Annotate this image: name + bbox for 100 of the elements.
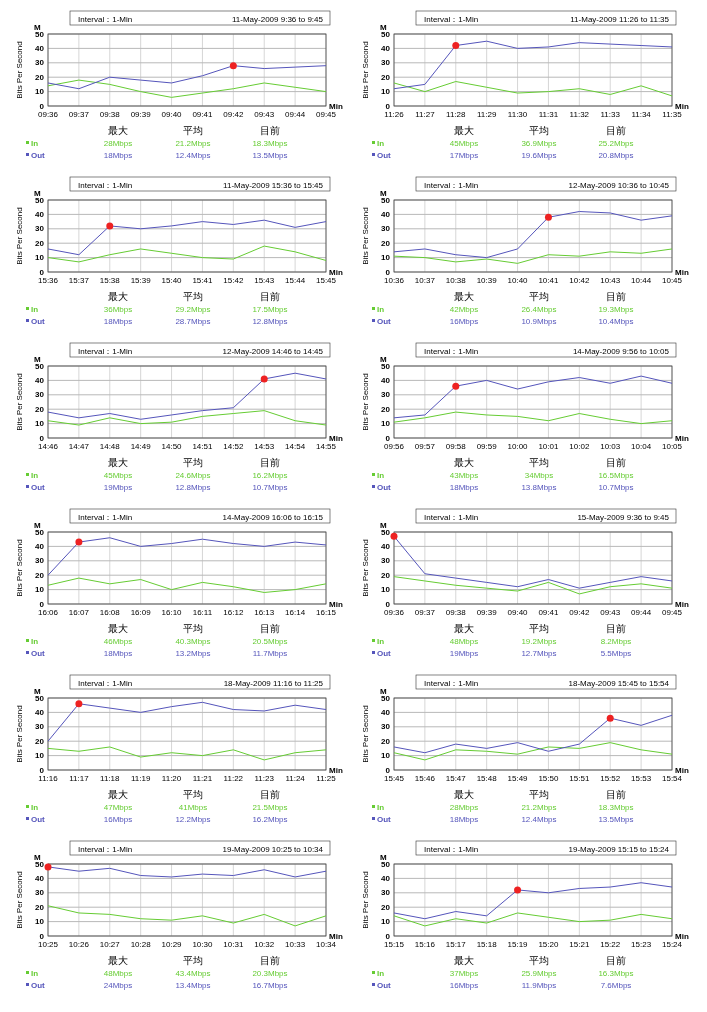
x-tick-label: 10:03	[600, 442, 621, 451]
y-tick-label: 20	[381, 238, 391, 248]
x-tick-label: 10:00	[507, 442, 529, 451]
x-tick-label: 11:28	[446, 110, 467, 119]
y-tick-label: 10	[381, 917, 391, 927]
legend-label: In	[31, 139, 39, 148]
legend-label: Out	[31, 815, 46, 824]
text: 18.3Mbps	[252, 139, 288, 148]
y-axis-title: Bits Per Second	[15, 41, 24, 99]
text: 37Mbps	[449, 969, 479, 978]
y-tick-label: 30	[35, 722, 45, 732]
x-tick-label: 09:38	[445, 608, 467, 617]
x-tick-label: 09:58	[445, 442, 467, 451]
x-tick-label: 15:23	[631, 940, 652, 949]
line-series	[393, 40, 673, 90]
text: M	[34, 23, 41, 32]
x-axis-title: Min	[329, 434, 343, 443]
y-tick-label: 20	[35, 404, 45, 414]
text: 25.2Mbps	[598, 139, 634, 148]
x-tick-label: 10:33	[285, 940, 306, 949]
text: 40.3Mbps	[175, 637, 211, 646]
x-tick-label: 14:51	[192, 442, 213, 451]
x-tick-label: 10:41	[538, 276, 559, 285]
y-tick-label: 50	[35, 527, 45, 537]
y-tick-label: 30	[35, 224, 45, 234]
text: 16.3Mbps	[598, 969, 634, 978]
y-tick-label: 30	[381, 888, 391, 898]
y-tick-label: 50	[381, 527, 391, 537]
y-axis-title: Bits Per Second	[361, 207, 370, 265]
x-tick-label: 10:30	[192, 940, 213, 949]
legend-label: In	[377, 305, 385, 314]
x-tick-label: 09:38	[99, 110, 121, 119]
chart-title: Interval：1-Min	[424, 512, 479, 522]
text: 13.2Mbps	[175, 649, 211, 658]
legend-label: Out	[31, 981, 46, 990]
x-tick-label: 16:13	[254, 608, 275, 617]
y-tick-label: 40	[35, 209, 45, 219]
y-tick-label: 50	[35, 29, 45, 39]
y-tick-label: 30	[35, 390, 45, 400]
y-tick-label: 20	[381, 570, 391, 580]
y-tick-label: 10	[381, 253, 391, 263]
x-tick-label: 14:49	[130, 442, 152, 451]
text: 10.4Mbps	[598, 317, 634, 326]
legend-label: In	[377, 969, 385, 978]
chart-title: Interval：1-Min	[78, 180, 133, 190]
text: 12.4Mbps	[521, 815, 557, 824]
y-tick-label: 40	[381, 209, 391, 219]
text: 21.2Mbps	[521, 803, 557, 812]
text: 平均	[529, 457, 549, 468]
x-tick-label: 15:46	[414, 774, 436, 783]
x-axis-title: Min	[675, 434, 689, 443]
x-tick-label: 09:41	[538, 608, 559, 617]
text: 8.2Mbps	[600, 637, 632, 646]
y-tick-label: 40	[381, 375, 391, 385]
x-tick-label: 15:20	[538, 940, 559, 949]
legend-label: Out	[31, 317, 46, 326]
legend-label: Out	[377, 483, 392, 492]
x-tick-label: 15:21	[569, 940, 590, 949]
text: 平均	[183, 125, 203, 136]
text: 13.5Mbps	[598, 815, 634, 824]
line-series	[47, 372, 327, 420]
x-axis-title: Min	[675, 766, 689, 775]
text: 目前	[260, 457, 280, 468]
text: 11.9Mbps	[521, 981, 557, 990]
y-tick-label: 30	[35, 556, 45, 566]
text: 36Mbps	[103, 305, 133, 314]
text: 目前	[606, 457, 626, 468]
x-tick-label: 10:37	[414, 276, 436, 285]
y-tick-label: 40	[35, 375, 45, 385]
text: 17Mbps	[449, 151, 479, 160]
x-tick-label: 11:21	[192, 774, 213, 783]
text: 13.5Mbps	[252, 151, 288, 160]
x-tick-label: 10:43	[600, 276, 621, 285]
y-tick-label: 20	[381, 902, 391, 912]
y-tick-label: 10	[35, 253, 45, 263]
legend-label: Out	[31, 151, 46, 160]
y-tick-label: 40	[35, 873, 45, 883]
x-tick-label: 09:39	[476, 608, 498, 617]
chart-title: Interval：1-Min	[424, 14, 479, 24]
x-tick-label: 11:24	[285, 774, 306, 783]
text: 目前	[606, 291, 626, 302]
x-axis-title: Min	[329, 268, 343, 277]
x-tick-label: 15:15	[383, 940, 405, 949]
y-tick-label: 0	[39, 931, 45, 941]
chart-subtitle: 14-May-2009 9:56 to 10:05	[572, 346, 670, 356]
y-axis-title: Bits Per Second	[15, 539, 24, 597]
text: M	[380, 853, 387, 862]
x-tick-label: 16:11	[192, 608, 213, 617]
x-tick-label: 09:37	[68, 110, 90, 119]
x-tick-label: 15:54	[661, 774, 683, 783]
text: 13.8Mbps	[521, 483, 557, 492]
x-axis-title: Min	[675, 102, 689, 111]
x-axis-title: Min	[675, 932, 689, 941]
y-tick-label: 20	[35, 902, 45, 912]
x-tick-label: 14:55	[315, 442, 337, 451]
chart-subtitle: 12-May-2009 10:36 to 10:45	[568, 180, 670, 190]
chart-subtitle: 12-May-2009 14:46 to 14:45	[222, 346, 324, 356]
x-tick-label: 11:34	[631, 110, 652, 119]
text: 34Mbps	[524, 471, 554, 480]
y-tick-label: 50	[381, 693, 391, 703]
